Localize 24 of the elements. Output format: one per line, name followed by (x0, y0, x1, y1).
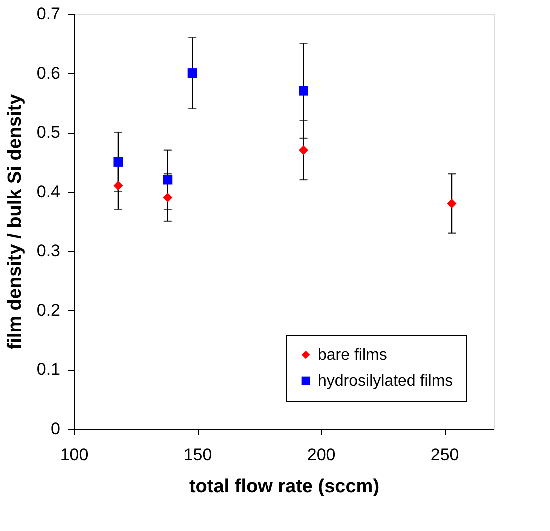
x-tick-label: 100 (60, 446, 89, 464)
y-tick-label: 0.6 (36, 64, 60, 83)
x-tick-label: 150 (184, 446, 212, 464)
y-tick-label: 0.1 (36, 360, 60, 380)
legend-label: hydrosilylated films (318, 373, 454, 390)
point (299, 86, 309, 96)
point (163, 193, 173, 203)
point (114, 157, 124, 167)
point (188, 68, 198, 78)
x-tick-label: 250 (430, 446, 460, 464)
legend-label: bare films (318, 347, 388, 364)
point (114, 181, 124, 191)
x-axis-title: total flow rate (sccm) (189, 476, 380, 498)
y-tick-label: 0.4 (36, 182, 60, 202)
y-tick-label: 0 (51, 420, 60, 438)
y-tick-label: 0.5 (36, 123, 60, 142)
point (299, 146, 309, 156)
point (447, 198, 457, 208)
y-tick-label: 0.3 (36, 242, 60, 261)
x-tick-label: 200 (307, 446, 336, 464)
y-tick-label: 0.7 (36, 4, 60, 24)
point (163, 175, 173, 185)
y-tick-label: 0.2 (36, 300, 60, 320)
y-axis-title: film density / bulk Si density (4, 94, 26, 350)
